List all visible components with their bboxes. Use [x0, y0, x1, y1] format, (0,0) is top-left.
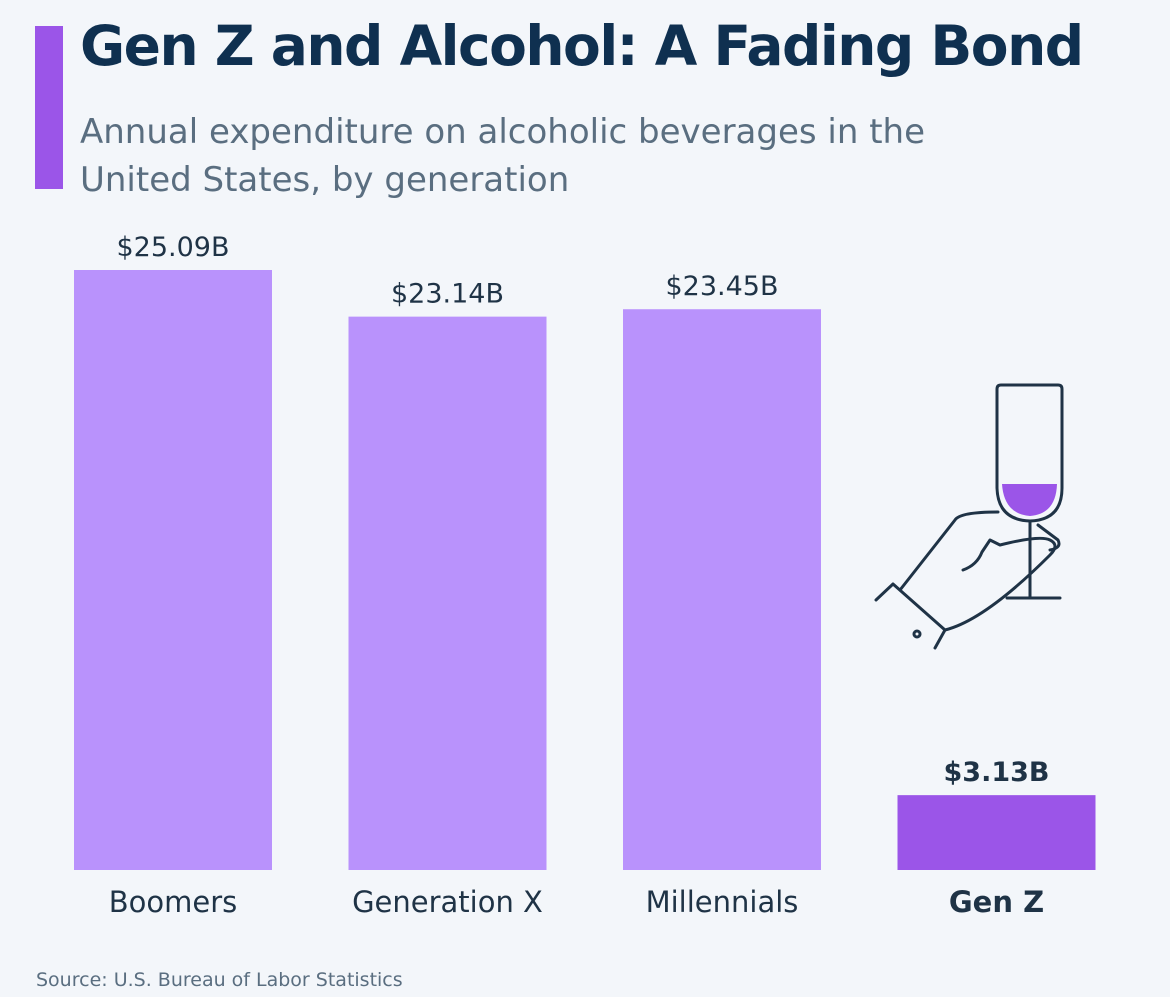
data-label: $3.13B	[944, 757, 1050, 788]
data-label: $23.14B	[391, 279, 504, 310]
category-label: Gen Z	[949, 885, 1044, 919]
source-note: Source: U.S. Bureau of Labor Statistics	[36, 969, 403, 991]
chart-title: Gen Z and Alcohol: A Fading Bond	[80, 14, 1084, 78]
bar-millennials	[623, 309, 821, 870]
hand-holding-wine-glass-icon	[874, 383, 1064, 650]
bar-generation-x	[348, 316, 547, 871]
category-label: Millennials	[646, 885, 799, 919]
data-label: $25.09B	[117, 232, 230, 263]
data-label: $23.45B	[666, 271, 779, 302]
category-label: Generation X	[352, 885, 543, 919]
bar-gen-z	[897, 795, 1096, 870]
category-label: Boomers	[109, 885, 238, 919]
chart-subtitle: Annual expenditure on alcoholic beverage…	[80, 112, 926, 200]
title-accent-bar	[35, 26, 63, 189]
bar-boomers	[74, 270, 272, 870]
